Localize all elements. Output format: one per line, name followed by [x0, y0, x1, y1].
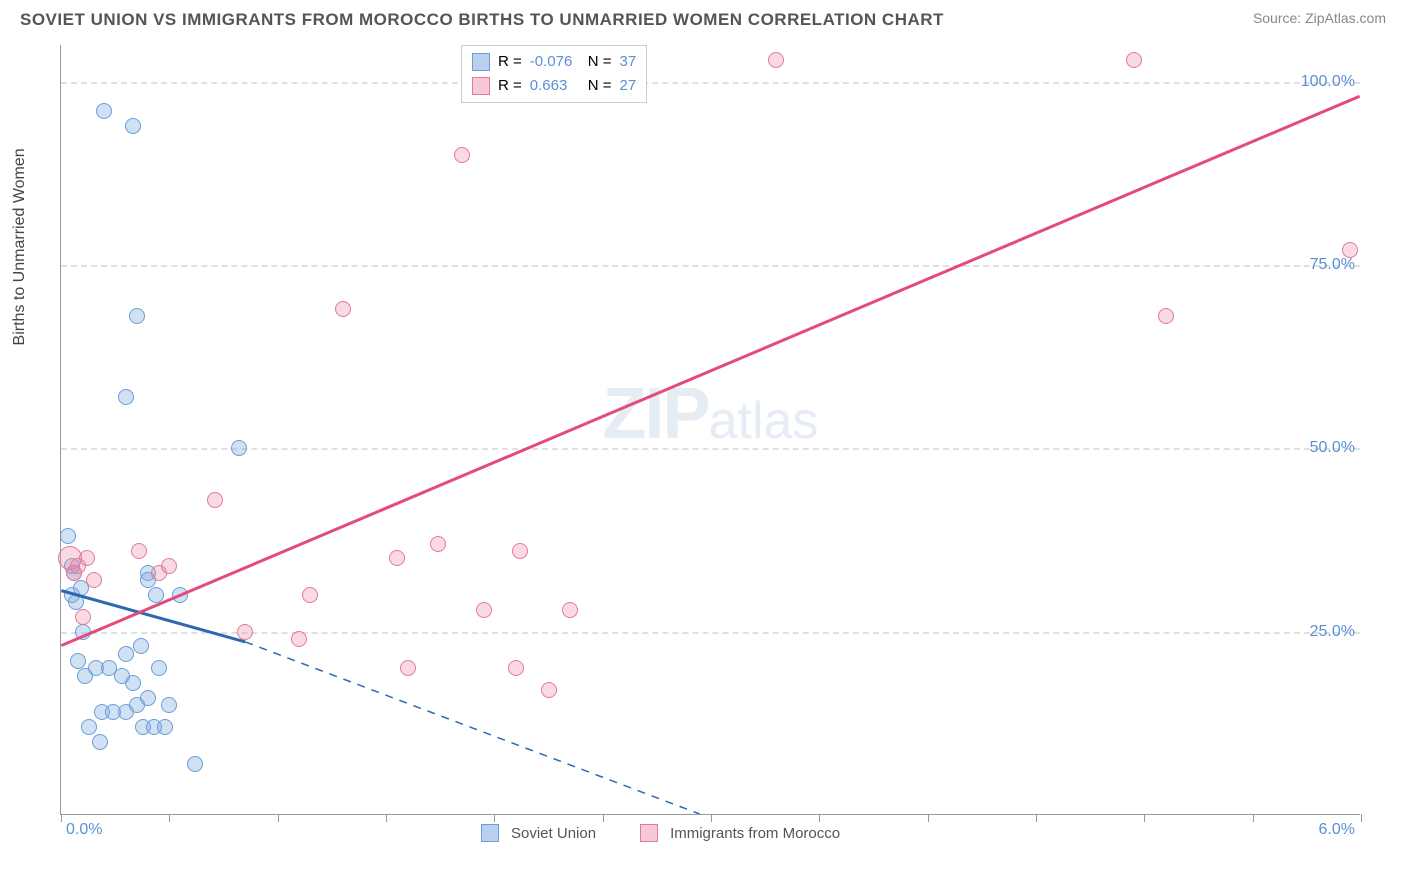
- marker-morocco: [476, 602, 492, 618]
- legend-label-soviet: Soviet Union: [511, 825, 596, 842]
- trend-line: [61, 96, 1359, 645]
- watermark-atlas: atlas: [709, 392, 819, 450]
- marker-morocco: [75, 609, 91, 625]
- x-axis-max-label: 6.0%: [1319, 821, 1355, 839]
- marker-soviet: [187, 756, 203, 772]
- marker-soviet: [129, 308, 145, 324]
- x-tick: [1361, 814, 1362, 822]
- marker-morocco: [1158, 308, 1174, 324]
- marker-soviet: [70, 653, 86, 669]
- marker-morocco: [291, 631, 307, 647]
- chart-title: SOVIET UNION VS IMMIGRANTS FROM MOROCCO …: [20, 10, 944, 30]
- morocco-n-value: 27: [620, 74, 637, 98]
- y-tick-label: 50.0%: [1310, 439, 1355, 457]
- marker-morocco: [335, 301, 351, 317]
- marker-soviet: [68, 594, 84, 610]
- x-tick: [928, 814, 929, 822]
- marker-morocco: [161, 558, 177, 574]
- x-tick: [1036, 814, 1037, 822]
- marker-soviet: [140, 690, 156, 706]
- swatch-soviet-bottom: [481, 824, 499, 842]
- x-tick: [1144, 814, 1145, 822]
- x-tick: [819, 814, 820, 822]
- x-tick: [603, 814, 604, 822]
- marker-morocco: [1126, 52, 1142, 68]
- gridline-h: [61, 82, 1360, 84]
- x-tick: [386, 814, 387, 822]
- gridline-h: [61, 632, 1360, 634]
- gridline-h: [61, 448, 1360, 450]
- marker-soviet: [92, 734, 108, 750]
- marker-morocco: [768, 52, 784, 68]
- marker-morocco: [302, 587, 318, 603]
- n-label: N =: [588, 74, 612, 98]
- trend-line: [245, 642, 699, 814]
- marker-soviet: [161, 697, 177, 713]
- watermark-zip: ZIP: [603, 374, 709, 454]
- chart-area: Births to Unmarried Women ZIPatlas R = -…: [60, 35, 1386, 835]
- marker-soviet: [231, 440, 247, 456]
- soviet-r-value: -0.076: [530, 50, 580, 74]
- correlation-legend: R = -0.076 N = 37 R = 0.663 N = 27: [461, 45, 647, 103]
- marker-morocco: [131, 543, 147, 559]
- marker-morocco: [389, 550, 405, 566]
- x-tick: [169, 814, 170, 822]
- marker-soviet: [118, 389, 134, 405]
- series-legend: Soviet Union Immigrants from Morocco: [481, 824, 840, 842]
- marker-morocco: [1342, 242, 1358, 258]
- marker-soviet: [60, 528, 76, 544]
- marker-soviet: [172, 587, 188, 603]
- marker-soviet: [118, 646, 134, 662]
- marker-soviet: [96, 103, 112, 119]
- x-tick: [494, 814, 495, 822]
- morocco-r-value: 0.663: [530, 74, 580, 98]
- n-label: N =: [588, 50, 612, 74]
- r-label: R =: [498, 50, 522, 74]
- marker-soviet: [81, 719, 97, 735]
- marker-morocco: [86, 572, 102, 588]
- legend-row-morocco: R = 0.663 N = 27: [472, 74, 636, 98]
- marker-soviet: [157, 719, 173, 735]
- marker-morocco: [430, 536, 446, 552]
- x-tick: [278, 814, 279, 822]
- gridline-h: [61, 265, 1360, 267]
- y-tick-label: 75.0%: [1310, 256, 1355, 274]
- marker-soviet: [151, 660, 167, 676]
- soviet-n-value: 37: [620, 50, 637, 74]
- y-tick-label: 25.0%: [1310, 623, 1355, 641]
- marker-morocco: [207, 492, 223, 508]
- marker-morocco: [454, 147, 470, 163]
- y-tick-label: 100.0%: [1301, 73, 1355, 91]
- trend-lines-layer: [61, 45, 1360, 814]
- marker-morocco: [237, 624, 253, 640]
- marker-morocco: [400, 660, 416, 676]
- marker-soviet: [148, 587, 164, 603]
- marker-soviet: [75, 624, 91, 640]
- marker-morocco: [508, 660, 524, 676]
- y-axis-title: Births to Unmarried Women: [11, 148, 29, 345]
- marker-morocco: [79, 550, 95, 566]
- marker-soviet: [125, 675, 141, 691]
- marker-morocco: [562, 602, 578, 618]
- watermark: ZIPatlas: [603, 373, 819, 455]
- x-tick: [711, 814, 712, 822]
- source-attribution: Source: ZipAtlas.com: [1253, 10, 1386, 26]
- marker-soviet: [133, 638, 149, 654]
- swatch-soviet: [472, 53, 490, 71]
- swatch-morocco: [472, 77, 490, 95]
- plot-region: ZIPatlas R = -0.076 N = 37 R = 0.663 N =…: [60, 45, 1360, 815]
- marker-soviet: [125, 118, 141, 134]
- legend-label-morocco: Immigrants from Morocco: [670, 825, 840, 842]
- legend-row-soviet: R = -0.076 N = 37: [472, 50, 636, 74]
- x-tick: [1253, 814, 1254, 822]
- r-label: R =: [498, 74, 522, 98]
- marker-morocco: [512, 543, 528, 559]
- x-axis-min-label: 0.0%: [66, 821, 102, 839]
- swatch-morocco-bottom: [640, 824, 658, 842]
- marker-morocco: [541, 682, 557, 698]
- chart-header: SOVIET UNION VS IMMIGRANTS FROM MOROCCO …: [0, 0, 1406, 35]
- x-tick: [61, 814, 62, 822]
